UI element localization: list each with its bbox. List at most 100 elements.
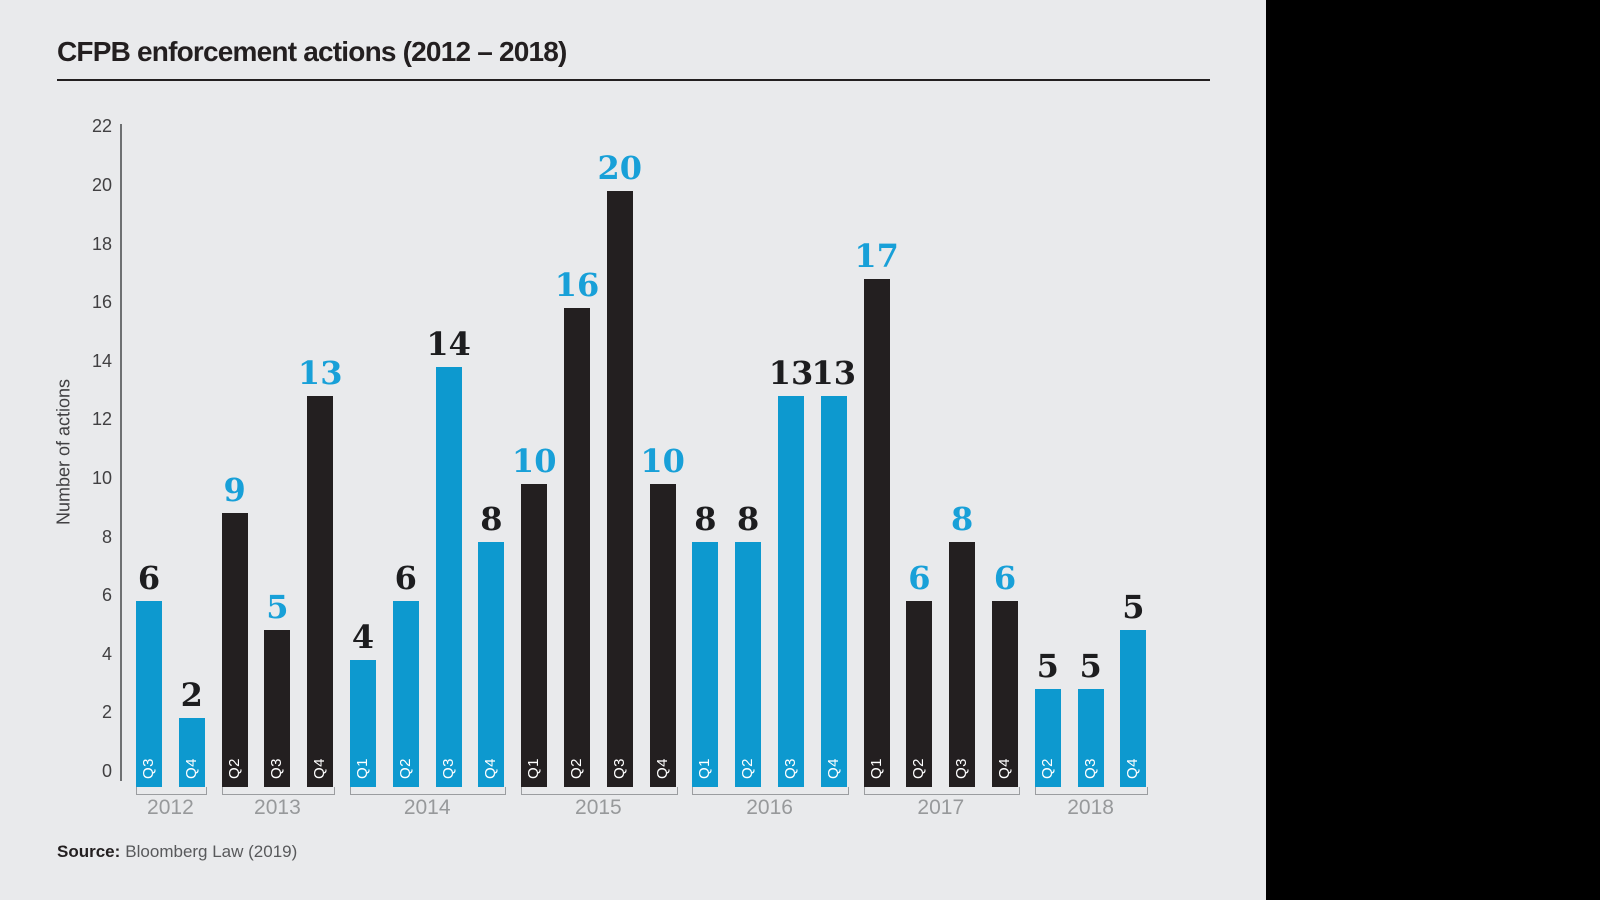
- year-label-2017: 2017: [917, 796, 965, 819]
- bar-quarter-label: Q2: [396, 757, 414, 779]
- bar-quarter-label: Q2: [1038, 757, 1056, 779]
- bar-quarter-label: Q3: [782, 757, 799, 779]
- y-tick-label: 14: [91, 350, 112, 371]
- bar-2013-Q4: [307, 395, 334, 787]
- bar-2016-Q1: [692, 542, 719, 787]
- bar-value-label: 4: [351, 617, 375, 656]
- year-bracket-2012: [136, 787, 207, 795]
- bar-quarter-label: Q4: [1124, 757, 1142, 779]
- bar-2012-Q4: [178, 718, 205, 787]
- bar-value-label: 5: [266, 588, 289, 627]
- bar-2015-Q4: [649, 483, 676, 787]
- year-bracket-2018: [1034, 787, 1149, 795]
- bar-quarter-label: Q4: [182, 757, 200, 779]
- bar-quarter-label: Q2: [568, 757, 585, 779]
- year-label-2012: 2012: [147, 796, 194, 819]
- year-label-2014: 2014: [403, 796, 451, 819]
- bar-2018-Q3: [1077, 688, 1104, 787]
- bar-quarter-label: Q1: [696, 757, 714, 779]
- y-tick-label: 6: [101, 585, 112, 606]
- bar-quarter-label: Q3: [953, 757, 971, 779]
- year-bracket-2015: [521, 787, 678, 795]
- bar-value-label: 5: [1036, 646, 1059, 685]
- bar-value-label: 6: [993, 559, 1017, 598]
- title-underline: [57, 79, 1210, 81]
- bar-2018-Q2: [1034, 688, 1061, 787]
- bar-value-label: 20: [597, 148, 643, 187]
- bar-2012-Q3: [136, 601, 162, 787]
- source-label: Source:: [57, 842, 121, 861]
- bar-value-label: 6: [394, 559, 417, 598]
- bar-quarter-label: Q1: [354, 757, 371, 779]
- bar-value-label: 17: [854, 236, 899, 275]
- year-bracket-2016: [692, 787, 849, 795]
- bar-quarter-label: Q2: [910, 757, 928, 779]
- bar-value-label: 2: [180, 676, 203, 715]
- bar-2013-Q2: [221, 513, 248, 787]
- bar-value-label: 8: [951, 500, 974, 539]
- y-tick-label: 16: [91, 292, 112, 313]
- y-axis-line: [120, 124, 122, 781]
- bar-2017-Q4: [992, 601, 1018, 787]
- right-black-panel: [1266, 0, 1600, 900]
- bar-value-label: 5: [1122, 588, 1145, 627]
- year-label-2015: 2015: [575, 796, 622, 819]
- bar-2014-Q2: [392, 601, 419, 787]
- year-bracket-2013: [221, 787, 336, 795]
- y-tick-label: 0: [101, 761, 112, 781]
- bar-quarter-label: Q3: [268, 757, 286, 779]
- bar-2013-Q3: [264, 630, 291, 787]
- bar-value-label: 13: [768, 353, 814, 392]
- bar-value-label: 13: [811, 353, 857, 392]
- bar-value-label: 6: [137, 559, 161, 598]
- bar-2015-Q1: [521, 483, 548, 787]
- bar-value-label: 14: [426, 324, 471, 363]
- bar-2014-Q1: [350, 659, 376, 787]
- bar-2016-Q4: [820, 395, 847, 787]
- bar-quarter-label: Q3: [610, 757, 628, 779]
- bar-value-label: 10: [511, 441, 557, 480]
- bar-quarter-label: Q1: [525, 757, 543, 779]
- year-label-2018: 2018: [1067, 796, 1114, 819]
- bar-2014-Q4: [478, 542, 505, 787]
- year-bracket-2017: [863, 787, 1020, 795]
- y-tick-label: 4: [101, 643, 112, 664]
- bar-value-label: 6: [908, 559, 931, 598]
- bar-value-label: 8: [737, 500, 760, 539]
- bar-quarter-label: Q3: [140, 757, 157, 779]
- bar-2016-Q2: [735, 542, 762, 787]
- year-label-2013: 2013: [254, 796, 301, 819]
- source-text: Bloomberg Law (2019): [125, 842, 298, 861]
- y-tick-label: 22: [91, 116, 112, 137]
- bar-2015-Q3: [606, 190, 633, 787]
- bar-value-label: 8: [480, 500, 503, 539]
- bar-2017-Q3: [949, 542, 976, 787]
- y-tick-label: 8: [101, 526, 112, 547]
- y-tick-label: 18: [91, 233, 112, 254]
- bar-quarter-label: Q4: [482, 757, 500, 779]
- bar-quarter-label: Q4: [311, 757, 329, 779]
- bar-value-label: 9: [223, 471, 246, 510]
- bar-quarter-label: Q4: [653, 757, 671, 779]
- bar-2014-Q3: [435, 366, 462, 787]
- bar-quarter-label: Q3: [439, 757, 457, 779]
- bar-2017-Q2: [906, 601, 933, 787]
- bar-value-label: 8: [694, 500, 717, 539]
- bar-quarter-label: Q1: [867, 757, 885, 779]
- page-title: CFPB enforcement actions (2012 – 2018): [57, 36, 567, 67]
- bar-value-label: 13: [297, 353, 343, 392]
- bar-value-label: 10: [640, 441, 685, 480]
- bar-quarter-label: Q3: [1081, 757, 1099, 779]
- y-tick-label: 12: [91, 409, 112, 430]
- year-label-2016: 2016: [746, 796, 793, 819]
- bar-2015-Q2: [564, 308, 590, 787]
- y-axis-title: Number of actions: [53, 378, 74, 526]
- year-bracket-2014: [350, 787, 507, 795]
- bar-quarter-label: Q2: [225, 757, 243, 779]
- bar-2018-Q4: [1120, 630, 1147, 787]
- y-tick-label: 20: [91, 175, 112, 195]
- bar-value-label: 16: [554, 266, 600, 305]
- bar-value-label: 5: [1079, 646, 1102, 685]
- y-tick-label: 10: [91, 468, 112, 488]
- source-line: Source: Bloomberg Law (2019): [57, 842, 297, 862]
